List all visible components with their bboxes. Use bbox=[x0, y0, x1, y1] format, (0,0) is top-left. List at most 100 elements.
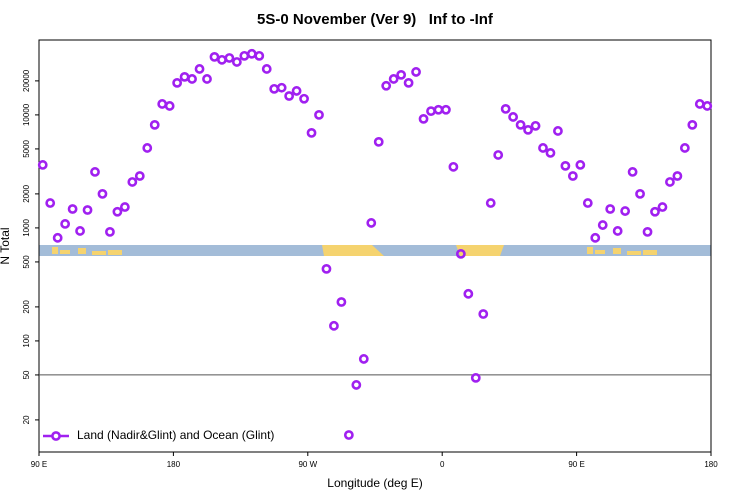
point bbox=[702, 101, 713, 111]
point bbox=[172, 77, 183, 88]
point bbox=[582, 198, 593, 208]
point bbox=[478, 309, 489, 319]
x-tick-label: 90 E bbox=[31, 460, 47, 469]
x-tick-label: 90 E bbox=[568, 460, 584, 469]
surface-map bbox=[39, 245, 711, 256]
plot-frame bbox=[38, 39, 712, 453]
point bbox=[679, 143, 690, 153]
point bbox=[605, 204, 616, 214]
y-tick-label: 20000 bbox=[22, 69, 31, 92]
point bbox=[134, 171, 145, 181]
point bbox=[284, 91, 295, 101]
y-tick-label: 200 bbox=[22, 300, 31, 314]
point bbox=[358, 354, 369, 364]
point bbox=[538, 143, 548, 153]
point bbox=[567, 171, 578, 181]
point bbox=[366, 218, 377, 228]
point bbox=[239, 50, 250, 61]
point bbox=[426, 106, 436, 117]
point bbox=[149, 119, 160, 130]
point bbox=[209, 51, 220, 62]
point bbox=[433, 104, 444, 115]
point bbox=[657, 202, 668, 212]
point bbox=[620, 206, 631, 216]
x-tick-label: 0 bbox=[440, 460, 445, 469]
y-tick-label: 1000 bbox=[22, 218, 31, 236]
point bbox=[493, 150, 504, 160]
y-tick-label: 100 bbox=[22, 334, 31, 348]
point bbox=[276, 82, 287, 93]
point bbox=[381, 80, 392, 91]
point bbox=[164, 101, 175, 111]
y-tick-label: 10000 bbox=[22, 103, 31, 126]
point bbox=[343, 430, 354, 440]
y-tick-label: 2000 bbox=[22, 184, 31, 202]
point bbox=[448, 161, 459, 172]
point bbox=[194, 64, 205, 74]
point bbox=[463, 288, 474, 299]
point bbox=[485, 198, 496, 208]
point bbox=[627, 167, 638, 177]
land-patch bbox=[52, 247, 122, 255]
point bbox=[112, 206, 123, 217]
point bbox=[635, 188, 645, 199]
point bbox=[687, 119, 698, 130]
point bbox=[418, 113, 429, 124]
point bbox=[90, 167, 100, 177]
point bbox=[60, 219, 71, 229]
point bbox=[67, 204, 78, 214]
x-tick-label: 90 W bbox=[298, 460, 317, 469]
point bbox=[500, 103, 511, 114]
y-tick-label: 50 bbox=[22, 370, 31, 379]
x-tick-label: 180 bbox=[167, 460, 181, 469]
point bbox=[261, 64, 272, 74]
y-axis-label: N Total bbox=[0, 227, 12, 264]
point bbox=[291, 86, 302, 96]
point bbox=[37, 160, 48, 170]
point bbox=[254, 50, 265, 61]
point bbox=[508, 112, 519, 122]
x-tick-label: 180 bbox=[704, 460, 718, 469]
point bbox=[597, 220, 608, 230]
point bbox=[560, 160, 571, 171]
land-patch bbox=[587, 247, 657, 255]
point bbox=[187, 74, 197, 84]
point bbox=[545, 148, 556, 158]
point bbox=[650, 206, 660, 217]
point bbox=[299, 93, 309, 104]
point bbox=[217, 54, 227, 65]
point bbox=[306, 127, 317, 138]
land-patch bbox=[322, 245, 384, 256]
point bbox=[202, 74, 212, 84]
point bbox=[575, 160, 586, 170]
y-tick-label: 500 bbox=[22, 255, 31, 269]
point bbox=[314, 109, 324, 120]
point bbox=[179, 71, 190, 82]
point bbox=[97, 188, 108, 199]
point bbox=[403, 77, 414, 88]
point bbox=[82, 205, 93, 215]
point bbox=[351, 380, 362, 390]
point bbox=[52, 232, 63, 243]
x-axis-label: Longitude (deg E) bbox=[327, 476, 422, 490]
point bbox=[642, 226, 653, 237]
point bbox=[373, 136, 384, 147]
point bbox=[321, 263, 332, 274]
point bbox=[142, 143, 153, 153]
point bbox=[672, 171, 683, 181]
point bbox=[396, 69, 407, 80]
point bbox=[470, 372, 481, 383]
point bbox=[45, 198, 56, 208]
point bbox=[523, 124, 533, 135]
point bbox=[411, 67, 421, 77]
point bbox=[553, 126, 563, 136]
point bbox=[224, 53, 235, 63]
point bbox=[75, 226, 85, 236]
point bbox=[119, 202, 130, 212]
point bbox=[246, 48, 257, 59]
land-patch bbox=[456, 245, 504, 256]
point bbox=[329, 320, 339, 331]
point bbox=[127, 177, 138, 187]
